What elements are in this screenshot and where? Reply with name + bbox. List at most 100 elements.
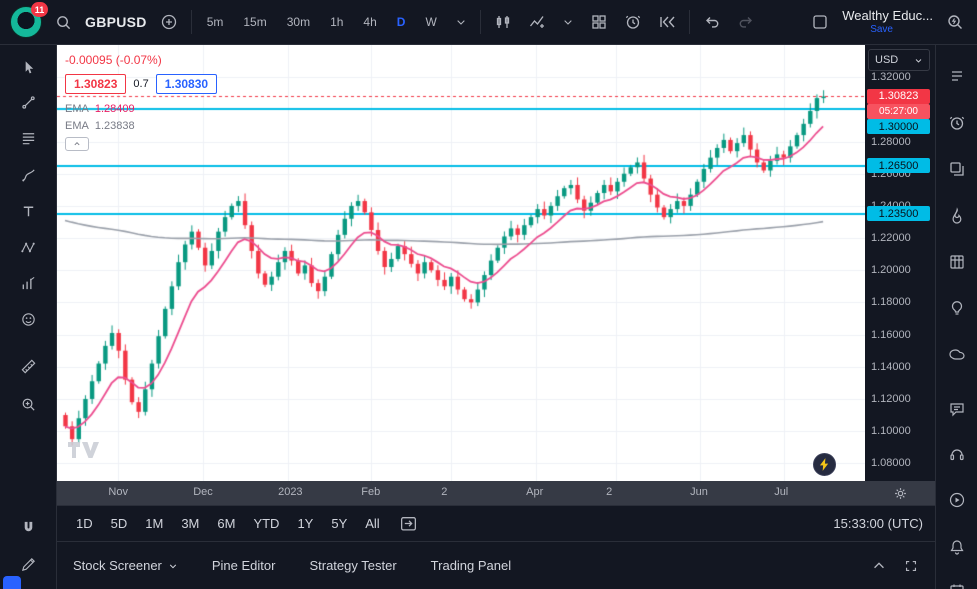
indicator-row[interactable]: EMA 1.28409 bbox=[65, 103, 217, 115]
fib-retracement-tool-icon[interactable] bbox=[14, 124, 42, 152]
price-change-text: -0.00095 (-0.07%) bbox=[65, 53, 162, 67]
chart-canvas[interactable] bbox=[57, 45, 865, 481]
user-avatar[interactable]: 11 bbox=[10, 2, 48, 38]
xabcd-pattern-tool-icon[interactable] bbox=[14, 233, 42, 261]
range-1y[interactable]: 1Y bbox=[297, 516, 314, 531]
undo-icon[interactable] bbox=[700, 10, 724, 34]
expand-panel-icon[interactable] bbox=[871, 558, 887, 574]
chat-icon[interactable] bbox=[943, 340, 971, 368]
time-axis-label: Nov bbox=[108, 486, 128, 498]
range-ytd[interactable]: YTD bbox=[253, 516, 280, 531]
drawing-mode-icon[interactable] bbox=[14, 550, 42, 578]
interval-1h[interactable]: 1h bbox=[330, 15, 344, 29]
symbol-name[interactable]: GBPUSD bbox=[85, 14, 147, 30]
range-1m[interactable]: 1M bbox=[145, 516, 164, 531]
price-axis-label: 1.08000 bbox=[871, 457, 911, 470]
data-window-icon[interactable] bbox=[943, 248, 971, 276]
text-tool-icon[interactable] bbox=[14, 197, 42, 225]
sell-button[interactable]: 1.30823 bbox=[65, 74, 127, 94]
prediction-tool-icon[interactable] bbox=[14, 269, 42, 297]
legend-collapse-button[interactable] bbox=[65, 137, 89, 151]
support-icon[interactable] bbox=[943, 440, 971, 468]
range-5d[interactable]: 5D bbox=[110, 516, 128, 531]
chart-type-icon[interactable] bbox=[491, 10, 515, 34]
interval-1d[interactable]: D bbox=[396, 15, 406, 29]
watchlist-icon[interactable] bbox=[943, 62, 971, 90]
cursor-tool-icon[interactable] bbox=[14, 53, 42, 81]
time-axis[interactable]: Nov Dec 2023 Feb 2 Apr 2 Jun Jul bbox=[57, 481, 865, 505]
currency-dropdown[interactable]: USD bbox=[868, 49, 930, 71]
chart-plot-area[interactable]: -0.00095 (-0.07%) 1.30823 0.7 1.30830 EM… bbox=[57, 45, 865, 481]
range-3m[interactable]: 3M bbox=[181, 516, 200, 531]
indicator-value: 1.23838 bbox=[94, 120, 135, 132]
indicators-icon[interactable] bbox=[525, 10, 549, 34]
create-alert-icon[interactable] bbox=[621, 10, 645, 34]
measure-tool-icon[interactable] bbox=[14, 352, 42, 380]
top-toolbar: 11 GBPUSD 5m 15m 30m 1h 4h D W bbox=[0, 0, 977, 45]
date-range-toolbar: 1D 5D 1M 3M 6M YTD 1Y 5Y All 15:33:00 (U… bbox=[57, 505, 935, 541]
interval-30m[interactable]: 30m bbox=[286, 15, 311, 29]
tab-strategy-tester[interactable]: Strategy Tester bbox=[309, 558, 396, 573]
quick-trade-button[interactable] bbox=[813, 453, 836, 476]
quick-search-icon[interactable] bbox=[943, 10, 967, 34]
layout-name[interactable]: Wealthy Educ... bbox=[842, 8, 933, 24]
tab-label: Trading Panel bbox=[430, 558, 512, 573]
right-sidebar bbox=[935, 45, 977, 589]
compare-add-icon[interactable] bbox=[157, 10, 181, 34]
chat-widget-button[interactable] bbox=[3, 576, 21, 589]
interval-1w[interactable]: W bbox=[425, 15, 437, 29]
redo-icon[interactable] bbox=[734, 10, 758, 34]
interval-5m[interactable]: 5m bbox=[206, 15, 224, 29]
indicators-menu-chevron-icon[interactable] bbox=[559, 13, 577, 31]
trend-line-tool-icon[interactable] bbox=[14, 88, 42, 116]
go-to-date-icon[interactable] bbox=[397, 512, 420, 535]
multichart-layout-icon[interactable] bbox=[587, 10, 611, 34]
save-layout-button[interactable]: Save bbox=[870, 23, 893, 35]
interval-menu-chevron-icon[interactable] bbox=[452, 13, 470, 31]
range-all[interactable]: All bbox=[365, 516, 380, 531]
tab-stock-screener[interactable]: Stock Screener bbox=[73, 558, 178, 573]
calendar-icon[interactable] bbox=[943, 577, 971, 589]
tab-trading-panel[interactable]: Trading Panel bbox=[431, 558, 511, 573]
bottom-panel: Stock Screener Pine Editor Strategy Test… bbox=[57, 541, 935, 589]
chart-settings-gear-icon[interactable] bbox=[893, 486, 908, 501]
time-axis-label: 2 bbox=[606, 486, 613, 498]
price-axis-label: 1.22000 bbox=[871, 232, 911, 245]
bar-replay-icon[interactable] bbox=[655, 10, 679, 34]
range-5y[interactable]: 5Y bbox=[331, 516, 348, 531]
level-price-badge: 1.26500 bbox=[867, 158, 930, 174]
messages-icon[interactable] bbox=[943, 395, 971, 423]
emoji-tool-icon[interactable] bbox=[14, 305, 42, 333]
range-1d[interactable]: 1D bbox=[76, 516, 93, 531]
range-6m[interactable]: 6M bbox=[217, 516, 236, 531]
interval-4h[interactable]: 4h bbox=[363, 15, 377, 29]
axis-settings-corner bbox=[865, 481, 935, 505]
magnet-tool-icon[interactable] bbox=[14, 513, 42, 541]
level-price-badge: 1.30000 bbox=[867, 119, 930, 135]
indicator-value: 1.28409 bbox=[94, 103, 135, 115]
clock-utc[interactable]: 15:33:00 (UTC) bbox=[833, 516, 923, 531]
price-axis[interactable]: USD 1.320001.280001.260001.240001.220001… bbox=[865, 45, 935, 481]
layout-name-menu[interactable]: Wealthy Educ... Save bbox=[842, 8, 933, 35]
chart-region: -0.00095 (-0.07%) 1.30823 0.7 1.30830 EM… bbox=[57, 45, 935, 589]
time-axis-label: Jun bbox=[690, 486, 708, 498]
layout-select-icon[interactable] bbox=[808, 10, 832, 34]
alerts-icon[interactable] bbox=[943, 109, 971, 137]
ideas-icon[interactable] bbox=[943, 294, 971, 322]
level-price-badge: 1.23500 bbox=[867, 206, 930, 222]
indicator-row[interactable]: EMA 1.23838 bbox=[65, 120, 217, 132]
brush-tool-icon[interactable] bbox=[14, 161, 42, 189]
buy-button[interactable]: 1.30830 bbox=[155, 74, 218, 94]
object-tree-icon[interactable] bbox=[943, 155, 971, 183]
symbol-search-icon[interactable] bbox=[52, 11, 75, 34]
streams-icon[interactable] bbox=[943, 486, 971, 514]
maximize-panel-icon[interactable] bbox=[903, 558, 919, 574]
tab-pine-editor[interactable]: Pine Editor bbox=[212, 558, 276, 573]
zoom-in-tool-icon[interactable] bbox=[14, 390, 42, 418]
interval-15m[interactable]: 15m bbox=[243, 15, 267, 29]
tab-label: Stock Screener bbox=[73, 558, 162, 573]
currency-label: USD bbox=[875, 54, 899, 66]
notifications-icon[interactable] bbox=[943, 533, 971, 561]
drawing-toolbar bbox=[0, 45, 57, 589]
hotlists-icon[interactable] bbox=[943, 202, 971, 230]
